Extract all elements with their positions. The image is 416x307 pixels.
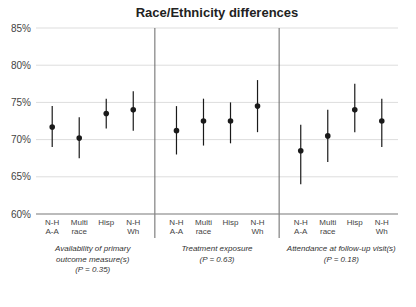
grid-line <box>36 214 398 215</box>
x-tick-label: Hisp <box>347 218 364 227</box>
point <box>379 118 385 124</box>
y-tick-label: 80% <box>11 60 31 71</box>
point <box>228 118 234 124</box>
point <box>130 107 136 113</box>
x-tick-label: N-HWh <box>375 218 389 236</box>
x-tick-label: Multirace <box>71 218 88 236</box>
grid-line <box>36 28 398 29</box>
x-tick-label: N-HWh <box>250 218 264 236</box>
x-tick-label: Hisp <box>98 218 115 227</box>
point <box>255 103 261 109</box>
x-tick-label: N-HA-A <box>294 218 308 236</box>
y-tick-label: 70% <box>11 134 31 145</box>
x-tick-label: N-HA-A <box>169 218 183 236</box>
point <box>103 111 109 117</box>
point <box>201 118 207 124</box>
x-tick-label: Hisp <box>222 218 239 227</box>
panel-divider <box>279 28 280 238</box>
title: Race/Ethnicity differences <box>136 5 299 20</box>
marks <box>49 80 384 184</box>
point <box>352 107 358 113</box>
point <box>76 135 82 141</box>
grid-line <box>36 65 398 66</box>
y-tick-label: 85% <box>11 23 31 34</box>
x-tick-label: Multirace <box>319 218 336 236</box>
grid-line <box>36 139 398 140</box>
y-tick-label: 75% <box>11 97 31 108</box>
panel-label: Treatment exposure(P = 0.63) <box>182 244 254 264</box>
point <box>174 128 180 134</box>
x-tick-label: Multirace <box>195 218 212 236</box>
point <box>325 133 331 139</box>
chart: Race/Ethnicity differences 60% 65% 70% 75% 80… <box>0 0 416 307</box>
x-axis-line <box>36 214 398 215</box>
panel-label: Attendance at follow-up visit(s)(P = 0.1… <box>286 244 396 264</box>
x-tick-label: N-HA-A <box>45 218 59 236</box>
grid-line <box>36 102 398 103</box>
point <box>49 124 55 130</box>
y-tick-label: 65% <box>11 171 31 182</box>
panel-label: Availability of primaryoutcome measure(s… <box>54 244 131 274</box>
y-tick-label: 60% <box>11 209 31 220</box>
grid-line <box>36 176 398 177</box>
panel-divider <box>154 28 155 238</box>
x-tick-label: N-HWh <box>126 218 140 236</box>
point <box>298 148 304 154</box>
error-bar <box>300 125 301 185</box>
